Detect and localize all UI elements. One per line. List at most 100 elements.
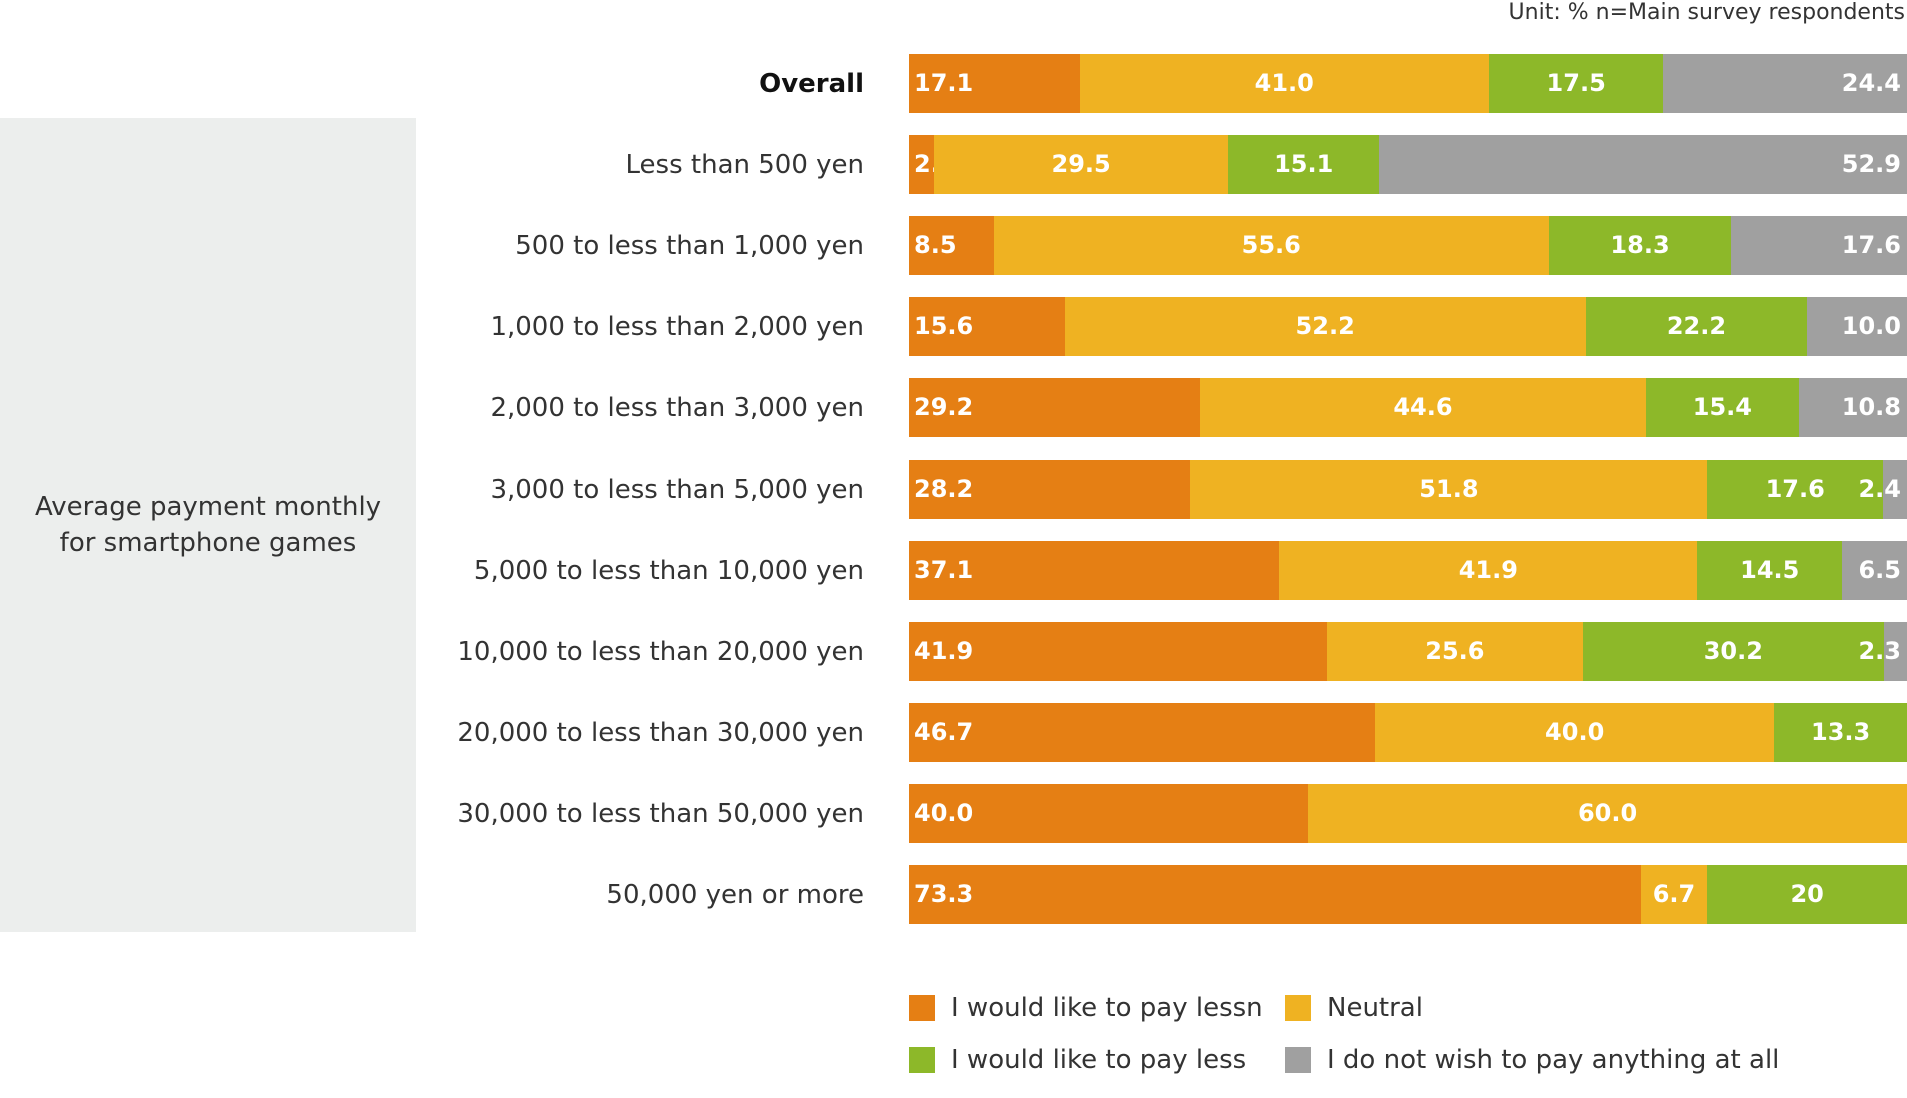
bar-segment [1697,541,1843,600]
bar-segment [1279,541,1698,600]
group-panel: Average payment monthly for smartphone g… [0,118,416,932]
legend-label: I would like to pay less [951,1045,1247,1075]
unit-note: Unit: % n=Main survey respondents [1508,0,1905,25]
bar-segment [909,216,994,275]
row-label: 20,000 to less than 30,000 yen [457,718,864,748]
bar-segment [1064,297,1586,356]
data-label: 60.0 [1577,799,1638,827]
bar-segment [909,135,934,194]
bar-segment [1663,54,1907,113]
row-label: 30,000 to less than 50,000 yen [457,799,864,829]
legend-swatch [1285,1047,1311,1073]
legend-label: I do not wish to pay anything at all [1327,1045,1780,1075]
data-label: 46.7 [914,718,974,746]
data-label: 40.0 [914,799,974,827]
bar-segment [1488,54,1664,113]
bar-segment [1228,135,1380,194]
data-label: 13.3 [1811,718,1871,746]
data-label: 10.0 [1841,312,1901,340]
legend-item: I would like to pay lessn [909,993,1263,1023]
data-label: 15.1 [1274,150,1334,178]
bar-segment [1079,54,1489,113]
bar-segment [909,784,1309,843]
bar-segment [1582,622,1885,681]
data-label: 44.6 [1393,393,1453,421]
bar-segment [909,622,1328,681]
bar-segment [909,703,1376,762]
row-label: Less than 500 yen [625,150,864,180]
data-label: 41.9 [914,637,974,665]
data-label: 37.1 [914,556,974,584]
data-label: 2.4 [1858,475,1901,503]
legend-item: Neutral [1285,993,1423,1023]
data-label: 6.5 [1858,556,1901,584]
data-label: 41.9 [1458,556,1518,584]
data-label: 17.6 [1841,231,1901,259]
data-label: 28.2 [914,475,974,503]
data-label: 24.4 [1841,69,1901,97]
data-label: 20 [1790,880,1824,908]
bar-segment [933,135,1229,194]
bar-segment [1707,865,1907,924]
data-label: 15.4 [1692,393,1752,421]
data-label: 22.2 [1666,312,1727,340]
row-label: 1,000 to less than 2,000 yen [490,312,864,342]
legend-item: I would like to pay less [909,1045,1246,1075]
legend-label: Neutral [1327,993,1423,1023]
data-label: 15.6 [914,312,974,340]
legend-swatch [1285,995,1311,1021]
bar-segment [909,54,1080,113]
bar-segment [1308,784,1907,843]
data-label: 40.0 [1545,718,1605,746]
data-label: 10.8 [1841,393,1901,421]
data-label: 17.5 [1546,69,1606,97]
bar-segment [1707,460,1884,519]
row-label: 5,000 to less than 10,000 yen [473,556,864,586]
data-label: 51.8 [1419,475,1479,503]
bar-segment [1731,216,1907,275]
data-label: 41.0 [1254,69,1314,97]
row-label: 10,000 to less than 20,000 yen [457,637,864,667]
data-label: 6.7 [1652,880,1696,908]
data-label: 55.6 [1241,231,1301,259]
data-label: 29.5 [1051,150,1111,178]
row-label: 2,000 to less than 3,000 yen [490,393,864,423]
bar-segment [1884,622,1907,681]
legend-label: I would like to pay lessn [951,993,1263,1023]
data-label: 17.6 [1765,475,1825,503]
legend-swatch [909,995,935,1021]
bar-segment [1375,703,1775,762]
bar-segment [1842,541,1907,600]
row-label: 3,000 to less than 5,000 yen [490,475,864,505]
bar-segment [993,216,1549,275]
bar-segment [1883,460,1907,519]
data-label: 25.6 [1425,637,1485,665]
legend-item: I do not wish to pay anything at all [1285,1045,1779,1075]
data-label: 14.5 [1740,556,1800,584]
bar-segment [1327,622,1583,681]
bar-segment [1548,216,1732,275]
row-label: 50,000 yen or more [606,880,864,910]
row-label: 500 to less than 1,000 yen [515,231,864,261]
data-label: 2.3 [1858,637,1901,665]
bar-segment [909,460,1191,519]
bar-segment [1585,297,1808,356]
bar-segment [1379,135,1907,194]
data-label: 52.9 [1841,150,1901,178]
bar-segment [909,378,1201,437]
data-label: 52.2 [1295,312,1355,340]
bar-segment [1640,865,1708,924]
data-label: 8.5 [914,231,957,259]
bar-segment [1190,460,1708,519]
group-label: Average payment monthly for smartphone g… [34,492,382,558]
data-label: 17.1 [914,69,974,97]
bar-segment [909,297,1065,356]
bar-segment [909,865,1641,924]
data-label: 30.2 [1703,637,1763,665]
data-label: 73.3 [914,880,974,908]
row-label: Overall [759,69,864,99]
data-label: 29.2 [914,393,974,421]
bar-segment [1645,378,1800,437]
bar-segment [1774,703,1907,762]
